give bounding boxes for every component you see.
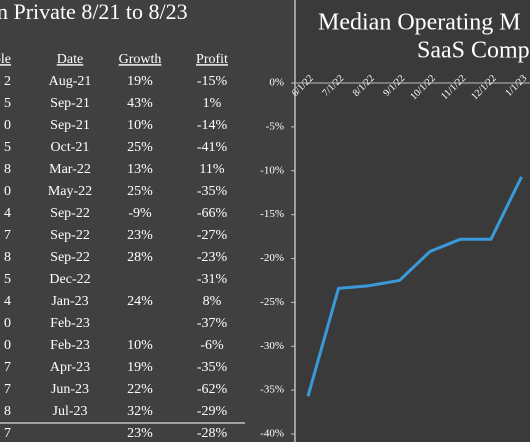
table-cell: 19% bbox=[127, 360, 153, 375]
table-cell: 0 bbox=[4, 184, 11, 199]
table-cell: 7 bbox=[4, 228, 11, 243]
table-cell: 8 bbox=[4, 162, 11, 177]
table-cell: -62% bbox=[197, 382, 228, 397]
table-cell: 25% bbox=[127, 140, 153, 155]
table-cell: 0 bbox=[4, 316, 11, 331]
table-cell: -29% bbox=[197, 404, 228, 419]
table-cell: Jan-23 bbox=[51, 294, 88, 309]
table-title: n Private 8/21 to 8/23 bbox=[0, 0, 188, 24]
column-header: Growth bbox=[119, 52, 162, 67]
table-cell: 1% bbox=[203, 96, 222, 111]
table-cell: Sep-21 bbox=[50, 118, 90, 133]
table-cell: 8 bbox=[4, 404, 11, 419]
table-cell: 2 bbox=[4, 74, 11, 89]
table-cell: -37% bbox=[197, 316, 228, 331]
table-cell: 7 bbox=[4, 382, 11, 397]
table-cell: -35% bbox=[197, 360, 228, 375]
table-cell: 11% bbox=[199, 162, 224, 177]
table-cell: Feb-23 bbox=[50, 316, 90, 331]
y-tick-label: -20% bbox=[260, 252, 284, 264]
table-cell: 32% bbox=[127, 404, 153, 419]
chart-title: SaaS Comp bbox=[417, 38, 530, 64]
table-cell: -35% bbox=[197, 184, 228, 199]
table-cell: 8 bbox=[4, 250, 11, 265]
table-cell: Jul-23 bbox=[53, 404, 88, 419]
y-tick-label: -35% bbox=[260, 384, 284, 396]
table-cell: 23% bbox=[127, 228, 153, 243]
table-cell: -41% bbox=[197, 140, 228, 155]
table-cell: May-22 bbox=[48, 184, 92, 199]
table-cell: -6% bbox=[200, 338, 224, 353]
table-cell: -9% bbox=[128, 206, 152, 221]
table-cell: 8% bbox=[203, 294, 222, 309]
table-cell: Sep-22 bbox=[50, 250, 90, 265]
data-line bbox=[306, 176, 523, 397]
table-cell: 5 bbox=[4, 272, 11, 287]
table-cell: 7 bbox=[4, 360, 11, 375]
chart-panel bbox=[295, 0, 530, 442]
table-cell: Sep-21 bbox=[50, 96, 90, 111]
table-cell: -31% bbox=[197, 272, 228, 287]
y-tick-label: -25% bbox=[260, 296, 284, 308]
table-cell: 25% bbox=[127, 184, 153, 199]
y-tick-label: -30% bbox=[260, 340, 284, 352]
y-tick-label: -15% bbox=[260, 208, 284, 220]
chart-title: Median Operating M bbox=[318, 10, 521, 36]
y-tick-label: -40% bbox=[260, 428, 284, 440]
table-panel bbox=[0, 0, 295, 442]
table-cell: Jun-23 bbox=[51, 382, 89, 397]
column-header: Date bbox=[57, 52, 83, 67]
table-cell: 24% bbox=[127, 294, 153, 309]
table-cell: 10% bbox=[127, 338, 153, 353]
table-cell: Oct-21 bbox=[51, 140, 90, 155]
table-cell: Sep-22 bbox=[50, 206, 90, 221]
y-tick-label: 0% bbox=[269, 77, 284, 89]
table-cell: 23% bbox=[127, 426, 153, 441]
table-cell: 10% bbox=[127, 118, 153, 133]
table-cell: -14% bbox=[197, 118, 228, 133]
table-cell: -27% bbox=[197, 228, 228, 243]
y-tick-label: -10% bbox=[260, 164, 284, 176]
table-cell: 0 bbox=[4, 338, 11, 353]
table-cell: Apr-23 bbox=[50, 360, 90, 375]
table-cell: Mar-22 bbox=[49, 162, 91, 177]
table-cell: 4 bbox=[4, 206, 11, 221]
table-cell: -66% bbox=[197, 206, 228, 221]
table-cell: 7 bbox=[4, 426, 11, 441]
table-cell: 4 bbox=[4, 294, 11, 309]
column-header: Profit bbox=[196, 52, 228, 67]
table-cell: Dec-22 bbox=[49, 272, 90, 287]
table-cell: 5 bbox=[4, 140, 11, 155]
table-cell: -15% bbox=[197, 74, 228, 89]
table-cell: 5 bbox=[4, 96, 11, 111]
table-cell: -28% bbox=[197, 426, 228, 441]
table-cell: Feb-23 bbox=[50, 338, 90, 353]
table-cell: 19% bbox=[127, 74, 153, 89]
y-tick-label: -5% bbox=[266, 120, 284, 132]
table-cell: 28% bbox=[127, 250, 153, 265]
table-cell: Aug-21 bbox=[49, 74, 92, 89]
table-cell: 22% bbox=[127, 382, 153, 397]
table-cell: -23% bbox=[197, 250, 228, 265]
table-cell: 43% bbox=[127, 96, 153, 111]
table-cell: 0 bbox=[4, 118, 11, 133]
table-cell: 13% bbox=[127, 162, 153, 177]
table-cell: Sep-22 bbox=[50, 228, 90, 243]
column-header: iple bbox=[0, 52, 11, 67]
